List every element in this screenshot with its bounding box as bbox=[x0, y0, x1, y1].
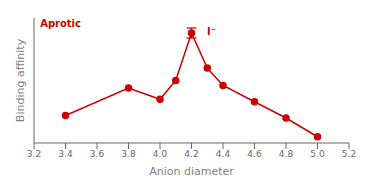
svg-text:3.2: 3.2 bbox=[27, 149, 41, 159]
svg-text:5.0: 5.0 bbox=[310, 149, 325, 159]
svg-text:5.2: 5.2 bbox=[342, 149, 356, 159]
svg-text:4.4: 4.4 bbox=[216, 149, 231, 159]
svg-text:3.4: 3.4 bbox=[58, 149, 73, 159]
svg-text:3.8: 3.8 bbox=[121, 149, 136, 159]
svg-text:4.8: 4.8 bbox=[279, 149, 294, 159]
svg-text:Anion diameter: Anion diameter bbox=[149, 165, 234, 178]
svg-text:Aprotic: Aprotic bbox=[40, 18, 81, 29]
svg-text:3.6: 3.6 bbox=[90, 149, 105, 159]
svg-text:Binding affinity: Binding affinity bbox=[14, 38, 27, 122]
svg-text:4.0: 4.0 bbox=[153, 149, 168, 159]
svg-text:I⁻: I⁻ bbox=[207, 26, 216, 37]
svg-text:4.2: 4.2 bbox=[184, 149, 198, 159]
svg-text:4.6: 4.6 bbox=[247, 149, 262, 159]
